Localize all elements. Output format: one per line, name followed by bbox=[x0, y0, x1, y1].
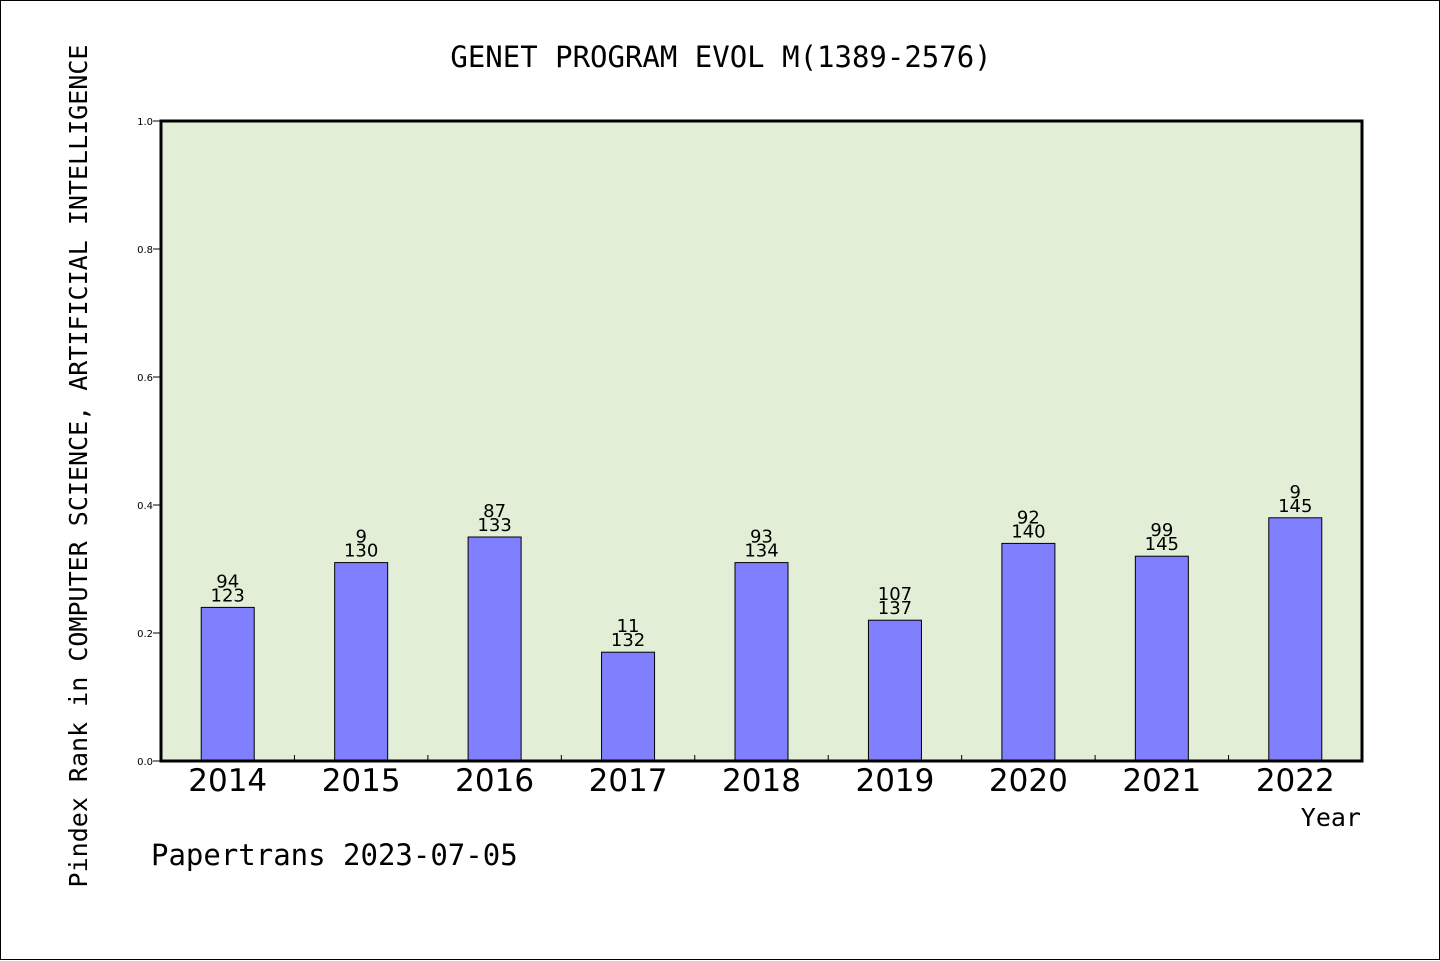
bar-label-top: 93 bbox=[750, 527, 773, 548]
bar-label-bottom: 123 bbox=[211, 585, 245, 606]
x-tick-label: 2021 bbox=[1122, 763, 1201, 799]
bar-2019 bbox=[867, 619, 922, 762]
bar-2020 bbox=[1001, 542, 1056, 762]
x-tick-label: 2020 bbox=[989, 763, 1068, 799]
x-tick-label: 2016 bbox=[455, 763, 534, 799]
y-tick-label: 0.6 bbox=[137, 373, 153, 384]
y-axis-label: Pindex Rank in COMPUTER SCIENCE, ARTIFIC… bbox=[64, 45, 93, 888]
bar-2021 bbox=[1134, 555, 1189, 762]
bar-label-top: 99 bbox=[1150, 520, 1173, 541]
bar-label-top: 87 bbox=[483, 501, 506, 522]
x-axis-label: Year bbox=[1301, 803, 1361, 832]
plot-frame bbox=[159, 119, 1364, 763]
y-tick-label: 1.0 bbox=[137, 117, 153, 128]
x-tick-label: 2022 bbox=[1256, 763, 1335, 799]
x-tick-label: 2015 bbox=[322, 763, 401, 799]
bar-label-top: 107 bbox=[878, 584, 912, 605]
x-tick-label: 2018 bbox=[722, 763, 801, 799]
bar-label-top: 92 bbox=[1017, 507, 1040, 528]
x-tick-label: 2014 bbox=[188, 763, 267, 799]
y-tick-label: 0.2 bbox=[137, 629, 153, 640]
footer-text: Papertrans 2023-07-05 bbox=[151, 838, 518, 872]
bar-label-top: 9 bbox=[355, 527, 366, 548]
bar-label-bottom: 145 bbox=[1278, 496, 1312, 517]
x-tick-label: 2017 bbox=[589, 763, 668, 799]
ticks-layer: 0.0 0.2 0.4 0.6 0.8 1.0 2014 2015 2016 2017 2018 20… bbox=[137, 117, 1335, 799]
bar-2015 bbox=[334, 562, 389, 762]
bar-label-bottom: 140 bbox=[1011, 521, 1045, 542]
bar-2016 bbox=[467, 536, 522, 762]
bar-label-bottom: 132 bbox=[611, 630, 645, 651]
chart-title: GENET PROGRAM EVOL M(1389-2576) bbox=[450, 40, 991, 74]
y-tick-label: 0.0 bbox=[137, 757, 153, 768]
bar-label-bottom: 130 bbox=[344, 541, 378, 562]
bar-2017 bbox=[601, 651, 656, 762]
bar-label-bottom: 145 bbox=[1145, 534, 1179, 555]
bar-label-bottom: 137 bbox=[878, 598, 912, 619]
bar-label-top: 9 bbox=[1290, 482, 1301, 503]
bar-2022 bbox=[1268, 517, 1323, 762]
bars-layer: 1239413091338713211134931371071409214599… bbox=[200, 482, 1323, 762]
bar-2014 bbox=[200, 606, 255, 762]
bar-label-top: 94 bbox=[216, 571, 239, 592]
bar-label-top: 11 bbox=[617, 616, 640, 637]
y-tick-label: 0.8 bbox=[137, 245, 153, 256]
x-tick-label: 2019 bbox=[855, 763, 934, 799]
bar-label-bottom: 133 bbox=[477, 515, 511, 536]
y-tick-label: 0.4 bbox=[137, 501, 153, 512]
bar-label-bottom: 134 bbox=[744, 541, 778, 562]
bar-2018 bbox=[734, 562, 789, 762]
